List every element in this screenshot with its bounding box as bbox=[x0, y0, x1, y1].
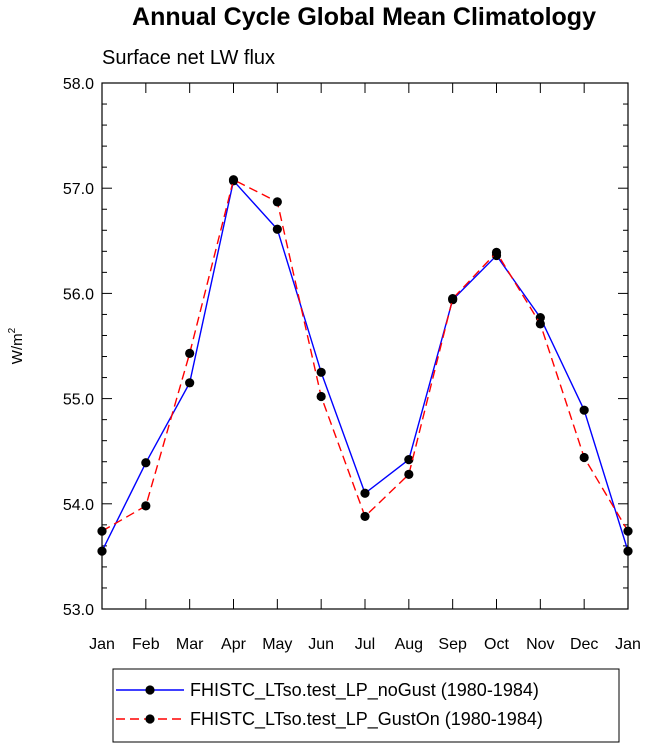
plot-frame bbox=[101, 82, 629, 610]
chart-subtitle: Surface net LW flux bbox=[102, 47, 275, 69]
series-2-point bbox=[448, 294, 458, 304]
x-tick-label: Nov bbox=[526, 636, 554, 653]
series-2-point bbox=[404, 469, 414, 479]
series-2-point bbox=[228, 175, 239, 185]
series-line-2 bbox=[101, 178, 629, 532]
series-1-point bbox=[360, 488, 370, 498]
chart-title: Annual Cycle Global Mean Climatology bbox=[132, 3, 596, 31]
x-tick-label: Jan bbox=[89, 636, 115, 653]
y-tick-label: 57.0 bbox=[63, 181, 94, 198]
series-2-point bbox=[97, 526, 107, 536]
series-1-point bbox=[272, 224, 282, 234]
y-tick-label: 53.0 bbox=[63, 602, 94, 619]
x-tick-label: Apr bbox=[221, 636, 247, 653]
series-2-point bbox=[535, 319, 545, 329]
x-tick-label: Jul bbox=[355, 636, 375, 653]
x-tick-label: Dec bbox=[570, 636, 598, 653]
legend-marker-2 bbox=[145, 714, 155, 724]
series-1-point bbox=[404, 455, 414, 465]
series-2-point bbox=[141, 501, 151, 511]
series-2-point bbox=[491, 247, 502, 257]
x-tick-label: Sep bbox=[438, 636, 467, 653]
y-tick-label: 56.0 bbox=[63, 286, 94, 303]
x-tick-label: Jan bbox=[615, 636, 641, 653]
legend-marker-1 bbox=[145, 685, 155, 695]
y-axis-label-exponent: 2 bbox=[7, 327, 18, 333]
x-tick-label: Mar bbox=[176, 636, 204, 653]
x-tick-label: Jun bbox=[308, 636, 334, 653]
x-tick-label: Oct bbox=[484, 636, 509, 653]
series-1-point bbox=[97, 546, 107, 556]
y-axis-label: W/m2 bbox=[7, 327, 26, 364]
y-tick-label: 54.0 bbox=[63, 497, 94, 514]
y-axis-label-unit: W/m bbox=[9, 333, 26, 364]
series-1-point bbox=[141, 458, 151, 468]
series-2-point bbox=[360, 511, 370, 522]
series-2-point bbox=[579, 452, 589, 463]
series-2-point bbox=[185, 348, 195, 358]
x-tick-label: Feb bbox=[132, 636, 160, 653]
x-tick-label: May bbox=[262, 636, 292, 653]
series-layer bbox=[97, 175, 633, 556]
legend-label-2: FHISTC_LTso.test_LP_GustOn (1980-1984) bbox=[190, 709, 543, 730]
legend: FHISTC_LTso.test_LP_noGust (1980-1984) FH… bbox=[112, 668, 620, 743]
x-tick-label: Aug bbox=[395, 636, 423, 653]
y-tick-label: 55.0 bbox=[63, 392, 94, 409]
series-1-point bbox=[623, 546, 633, 556]
series-2-point bbox=[623, 526, 633, 536]
series-1-point bbox=[579, 405, 589, 415]
series-1-point bbox=[185, 378, 195, 388]
legend-box bbox=[112, 668, 620, 743]
y-tick-label: 58.0 bbox=[63, 76, 94, 93]
series-1-point bbox=[316, 367, 326, 377]
legend-label-1: FHISTC_LTso.test_LP_noGust (1980-1984) bbox=[190, 680, 539, 701]
series-2-point bbox=[272, 197, 282, 207]
axes: 53.0 54.0 55.0 56.0 57.0 58.0 Jan Feb Mar Apr May J… bbox=[63, 76, 641, 653]
series-2-point bbox=[316, 391, 326, 402]
